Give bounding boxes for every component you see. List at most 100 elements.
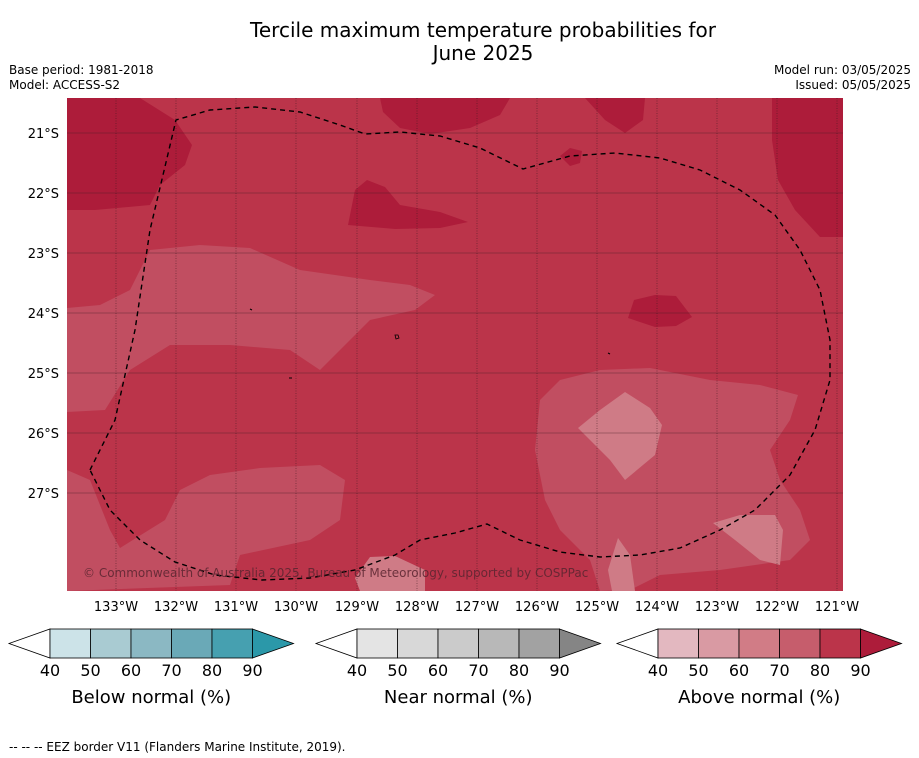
colorbar-below-over-arrow (252, 628, 295, 659)
x-tick-121: 121°W (815, 600, 859, 615)
chart-title: Tercile maximum temperature probabilitie… (0, 19, 919, 65)
island-4 (607, 352, 611, 355)
gridlines (115, 98, 838, 591)
x-tick-133: 133°W (94, 600, 138, 615)
colorbar-above-swatch-50 (698, 628, 740, 659)
colorbar-below-tick: 90 (242, 661, 262, 680)
colorbar-below-swatch-50 (90, 628, 132, 659)
colorbar-below-swatch-70 (171, 628, 213, 659)
x-tick-128: 128°W (395, 600, 439, 615)
colorbar-above-swatch-60 (738, 628, 780, 659)
dark-region-top-center (380, 98, 510, 134)
y-tick-24: 24°S (28, 307, 59, 322)
copyright-text: © Commonwealth of Australia 2025, Bureau… (83, 566, 588, 580)
island-2 (249, 308, 253, 311)
colorbar-above-tick: 90 (850, 661, 870, 680)
colorbar-above-swatch-80 (819, 628, 861, 659)
base-period: Base period: 1981-2018 (9, 63, 154, 77)
dark-region-center-left (348, 180, 468, 229)
colorbar-near-swatch-60 (437, 628, 479, 659)
x-tick-131: 131°W (214, 600, 258, 615)
x-tick-129: 129°W (335, 600, 379, 615)
x-tick-125: 125°W (575, 600, 619, 615)
x-tick-123: 123°W (695, 600, 739, 615)
colorbar-above-swatch-40 (657, 628, 699, 659)
colorbar-near-tick: 80 (509, 661, 529, 680)
map-area: © Commonwealth of Australia 2025, Bureau… (67, 98, 843, 591)
x-tick-130: 130°W (274, 600, 318, 615)
colorbar-below-tick: 40 (40, 661, 60, 680)
colorbar-near-label: Near normal (%) (384, 687, 533, 708)
colorbar-below-tick: 50 (80, 661, 100, 680)
y-tick-21: 21°S (28, 127, 59, 142)
meta-left: Base period: 1981-2018 Model: ACCESS-S2 (9, 63, 154, 93)
colorbars: 40 50 60 70 80 90 Below normal (%) 40 50 60 70 80 90… (7, 628, 903, 708)
x-axis-labels: 133°W 132°W 131°W 130°W 129°W 128°W 127°… (94, 600, 859, 615)
y-tick-27: 27°S (28, 487, 59, 502)
colorbar-below: 40 50 60 70 80 90 Below normal (%) (7, 628, 295, 708)
dark-region-top-right-small (585, 98, 645, 133)
light-region-left (67, 245, 435, 412)
colorbar-above-swatch-70 (779, 628, 821, 659)
dark-region-dot (560, 148, 582, 166)
colorbar-near-tick: 50 (387, 661, 407, 680)
colorbar-below-swatch-60 (130, 628, 172, 659)
colorbar-near-tick: 40 (347, 661, 367, 680)
colorbar-above: 40 50 60 70 80 90 Above normal (%) (615, 628, 903, 708)
y-tick-22: 22°S (28, 187, 59, 202)
y-tick-25: 25°S (28, 367, 59, 382)
colorbar-below-under-arrow (7, 628, 51, 659)
colorbar-near-over-arrow (559, 628, 602, 659)
colorbar-near-swatch-80 (518, 628, 560, 659)
colorbar-below-tick: 60 (121, 661, 141, 680)
colorbar-above-over-arrow (860, 628, 903, 659)
colorbar-above-tick: 60 (729, 661, 749, 680)
meta-right: Model run: 03/05/2025 Issued: 05/05/2025 (774, 63, 911, 93)
y-axis-labels: 21°S 22°S 23°S 24°S 25°S 26°S 27°S (28, 127, 59, 502)
island-1 (394, 334, 400, 340)
lightest-region-bottom (608, 538, 635, 591)
eez-footnote: -- -- -- EEZ border V11 (Flanders Marine… (9, 740, 346, 754)
colorbar-near: 40 50 60 70 80 90 Near normal (%) (314, 628, 602, 708)
colorbar-near-tick: 60 (428, 661, 448, 680)
colorbar-near-under-arrow (314, 628, 358, 659)
colorbar-near-tick: 90 (549, 661, 569, 680)
colorbar-above-label: Above normal (%) (678, 687, 840, 708)
y-tick-26: 26°S (28, 427, 59, 442)
model-name: Model: ACCESS-S2 (9, 78, 121, 92)
gridlines-horizontal (67, 132, 843, 494)
x-tick-126: 126°W (515, 600, 559, 615)
x-tick-132: 132°W (154, 600, 198, 615)
lightest-region-right (713, 515, 783, 565)
title-line-1: Tercile maximum temperature probabilitie… (250, 18, 716, 42)
colorbar-above-tick: 50 (688, 661, 708, 680)
colorbar-below-tick: 70 (161, 661, 181, 680)
lightest-region-center (578, 392, 662, 480)
colorbar-below-label: Below normal (%) (71, 687, 231, 708)
x-tick-127: 127°W (455, 600, 499, 615)
colorbar-below-tick: 80 (202, 661, 222, 680)
light-region-bottom-small (180, 550, 235, 580)
colorbar-above-tick: 70 (769, 661, 789, 680)
light-region-bottom-left (67, 465, 345, 591)
colorbar-near-swatch-70 (478, 628, 520, 659)
dark-region-top-right (772, 98, 843, 237)
colorbar-above-tick: 40 (648, 661, 668, 680)
colorbar-below-swatch-40 (49, 628, 91, 659)
eez-border (89, 106, 831, 581)
colorbar-above-tick: 80 (810, 661, 830, 680)
colorbar-near-swatch-50 (397, 628, 439, 659)
y-tick-23: 23°S (28, 247, 59, 262)
colorbar-below-swatch-80 (211, 628, 253, 659)
colorbar-near-tick: 70 (468, 661, 488, 680)
issued-date: Issued: 05/05/2025 (795, 78, 911, 92)
colorbar-above-under-arrow (615, 628, 659, 659)
model-run: Model run: 03/05/2025 (773, 63, 911, 77)
lightest-region-bottom-center (355, 556, 425, 591)
x-tick-124: 124°W (635, 600, 679, 615)
dark-region-center-right (628, 295, 692, 327)
x-tick-122: 122°W (755, 600, 799, 615)
title-line-2: June 2025 (432, 41, 534, 65)
colorbar-near-swatch-40 (356, 628, 398, 659)
